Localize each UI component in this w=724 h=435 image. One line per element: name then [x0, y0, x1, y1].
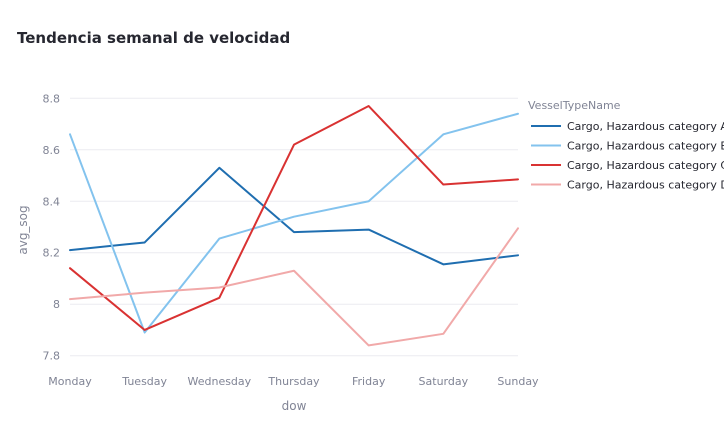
y-axis-ticks: 7.8 8 8.2 8.4 8.6 8.8 — [43, 92, 61, 362]
legend-label: Cargo, Hazardous category A — [567, 120, 724, 133]
legend-label: Cargo, Hazardous category D — [567, 179, 724, 192]
x-tick-label: Monday — [48, 375, 92, 388]
chart-title: Tendencia semanal de velocidad — [17, 29, 291, 47]
y-tick-label: 8.8 — [43, 92, 61, 105]
legend-label: Cargo, Hazardous category B — [567, 140, 724, 153]
y-tick-label: 8.6 — [43, 144, 61, 157]
y-tick-label: 8.2 — [43, 247, 61, 260]
legend-item[interactable]: Cargo, Hazardous category D — [531, 179, 724, 192]
series-line-2[interactable] — [69, 112, 519, 334]
x-tick-label: Friday — [352, 375, 386, 388]
y-tick-label: 8.4 — [43, 195, 61, 208]
legend-item[interactable]: Cargo, Hazardous category B — [531, 140, 724, 153]
legend-label: Cargo, Hazardous category C — [567, 159, 724, 172]
legend-item[interactable]: Cargo, Hazardous category C — [531, 159, 724, 172]
x-tick-label: Wednesday — [187, 375, 251, 388]
legend-title: VesselTypeName — [528, 99, 621, 112]
x-axis-title: dow — [282, 399, 307, 413]
x-tick-label: Saturday — [419, 375, 469, 388]
y-tick-label: 7.8 — [43, 350, 61, 363]
x-axis-ticks: Monday Tuesday Wednesday Thursday Friday Satu… — [48, 375, 539, 388]
series-line-1[interactable] — [69, 166, 519, 266]
legend-item[interactable]: Cargo, Hazardous category A — [531, 120, 724, 133]
x-tick-label: Tuesday — [121, 375, 167, 388]
x-tick-label: Thursday — [267, 375, 320, 388]
series-line-4[interactable] — [69, 227, 519, 347]
legend[interactable]: VesselTypeName Cargo, Hazardous category… — [528, 99, 724, 192]
grid-lines — [70, 97, 518, 357]
x-tick-label: Sunday — [497, 375, 539, 388]
series-line-3[interactable] — [69, 105, 519, 331]
y-tick-label: 8 — [53, 298, 60, 311]
y-axis-title: avg_sog — [16, 205, 30, 254]
series-lines — [69, 105, 519, 347]
